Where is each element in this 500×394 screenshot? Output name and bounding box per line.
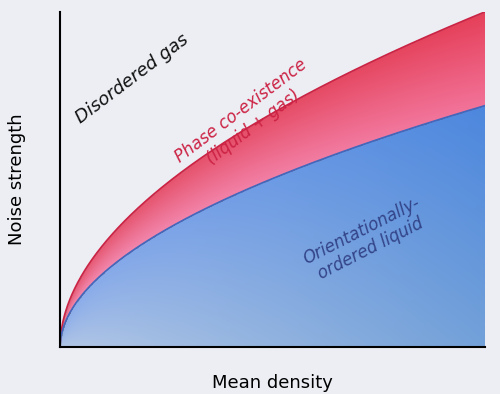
Text: Mean density: Mean density [212,374,333,392]
Text: Noise strength: Noise strength [8,113,26,245]
Text: Orientationally-
ordered liquid: Orientationally- ordered liquid [300,193,432,286]
Text: Disordered gas: Disordered gas [72,31,192,127]
Text: Phase co-existence
(liquid + gas): Phase co-existence (liquid + gas) [172,55,322,183]
